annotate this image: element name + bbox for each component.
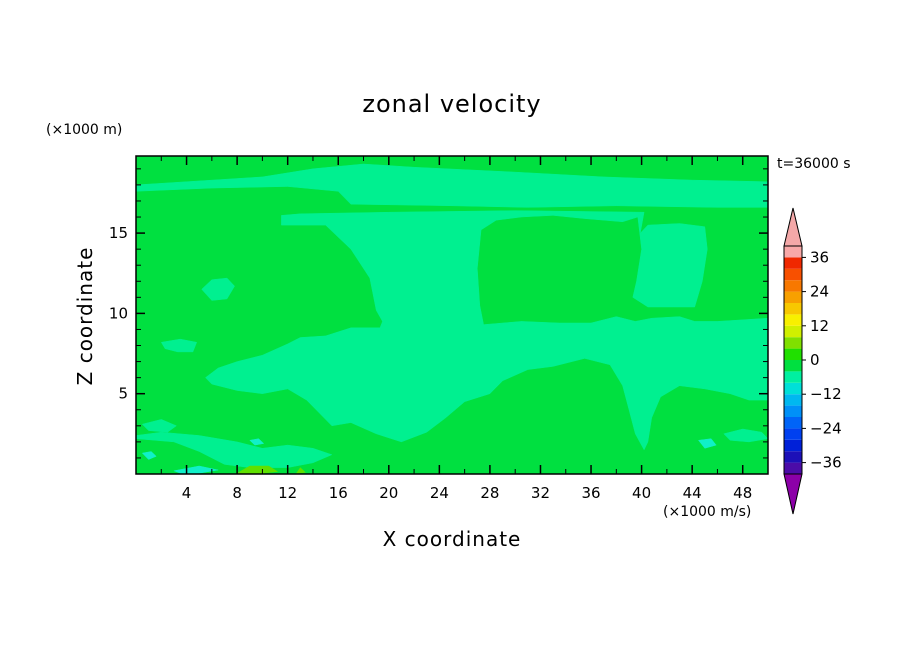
colorbar-segment [784,337,802,349]
colorbar-segment [784,348,802,360]
x-tick-label: 12 [278,484,297,502]
colorbar-label: −36 [810,454,842,472]
x-tick-label: 4 [182,484,192,502]
colorbar-segment [784,246,802,258]
colorbar-segment [784,303,802,315]
x-tick-label: 44 [683,484,702,502]
colorbar-segment [784,291,802,303]
x-tick-label: 48 [733,484,752,502]
colorbar-extend-low [783,473,803,515]
y-tick-label: 10 [109,304,128,322]
x-tick-label: 36 [581,484,600,502]
colorbar-extend-high [783,207,803,247]
colorbar-segment [784,405,802,417]
colorbar-segment [784,257,802,269]
contour-region-13 [296,467,306,474]
x-tick-label: 20 [379,484,398,502]
x-tick-label: 32 [531,484,550,502]
colorbar-segment [784,314,802,326]
contour-region-11 [249,438,264,446]
colorbar-segment [784,394,802,406]
x-tick-label: 28 [480,484,499,502]
y-axis-label: Z coordinate [73,247,97,386]
colorbar: 36 24 12 0 −12 −24 −36 [783,207,842,515]
y-axis-ticks: 5 10 15 [109,168,768,459]
x-tick-label: 24 [430,484,449,502]
contour-region-9 [142,451,157,460]
plot-frame [135,155,769,475]
contour-region-3 [136,431,333,468]
colorbar-segment [784,360,802,372]
y-tick-label: 15 [109,224,128,242]
chart-title: zonal velocity [362,90,541,118]
plot-area [136,156,768,474]
time-label: t=36000 s [777,156,851,172]
colorbar-segment [784,371,802,383]
contour-region-5 [201,277,235,301]
y-tick-label: 5 [118,385,128,403]
colorbar-label: 36 [810,248,829,266]
colorbar-segment [784,382,802,395]
contour-region-6 [142,419,177,433]
x-tick-label: 40 [632,484,651,502]
contour-region-7 [723,428,768,443]
colorbar-label: 12 [810,317,829,335]
contour-region-2 [205,210,768,451]
y-axis-unit: (×1000 m) [46,122,122,138]
colorbar-segment [784,280,802,292]
colorbar-segment [784,428,802,440]
contour-region-12 [236,465,278,474]
contour-region-4 [161,338,197,353]
x-tick-label: 8 [232,484,242,502]
contour-region-1 [136,163,768,208]
colorbar-label: −12 [810,385,842,403]
colorbar-segment [784,325,802,338]
colorbar-segment [784,417,802,429]
contour-region-8 [173,465,219,474]
colorbar-segment [784,268,802,281]
colorbar-label: −24 [810,419,842,437]
colorbar-segment [784,451,802,463]
colorbar-label: 0 [810,351,820,369]
colorbar-segment [784,462,802,474]
x-axis-label: X coordinate [383,527,522,551]
contour-region-10 [698,438,717,449]
colorbar-segment [784,439,802,452]
x-axis-unit: (×1000 m/s) [663,504,751,520]
colorbar-label: 24 [810,283,829,301]
x-axis-ticks: 4 8 12 16 20 24 28 32 36 40 44 48 [160,156,752,502]
x-tick-label: 16 [329,484,348,502]
